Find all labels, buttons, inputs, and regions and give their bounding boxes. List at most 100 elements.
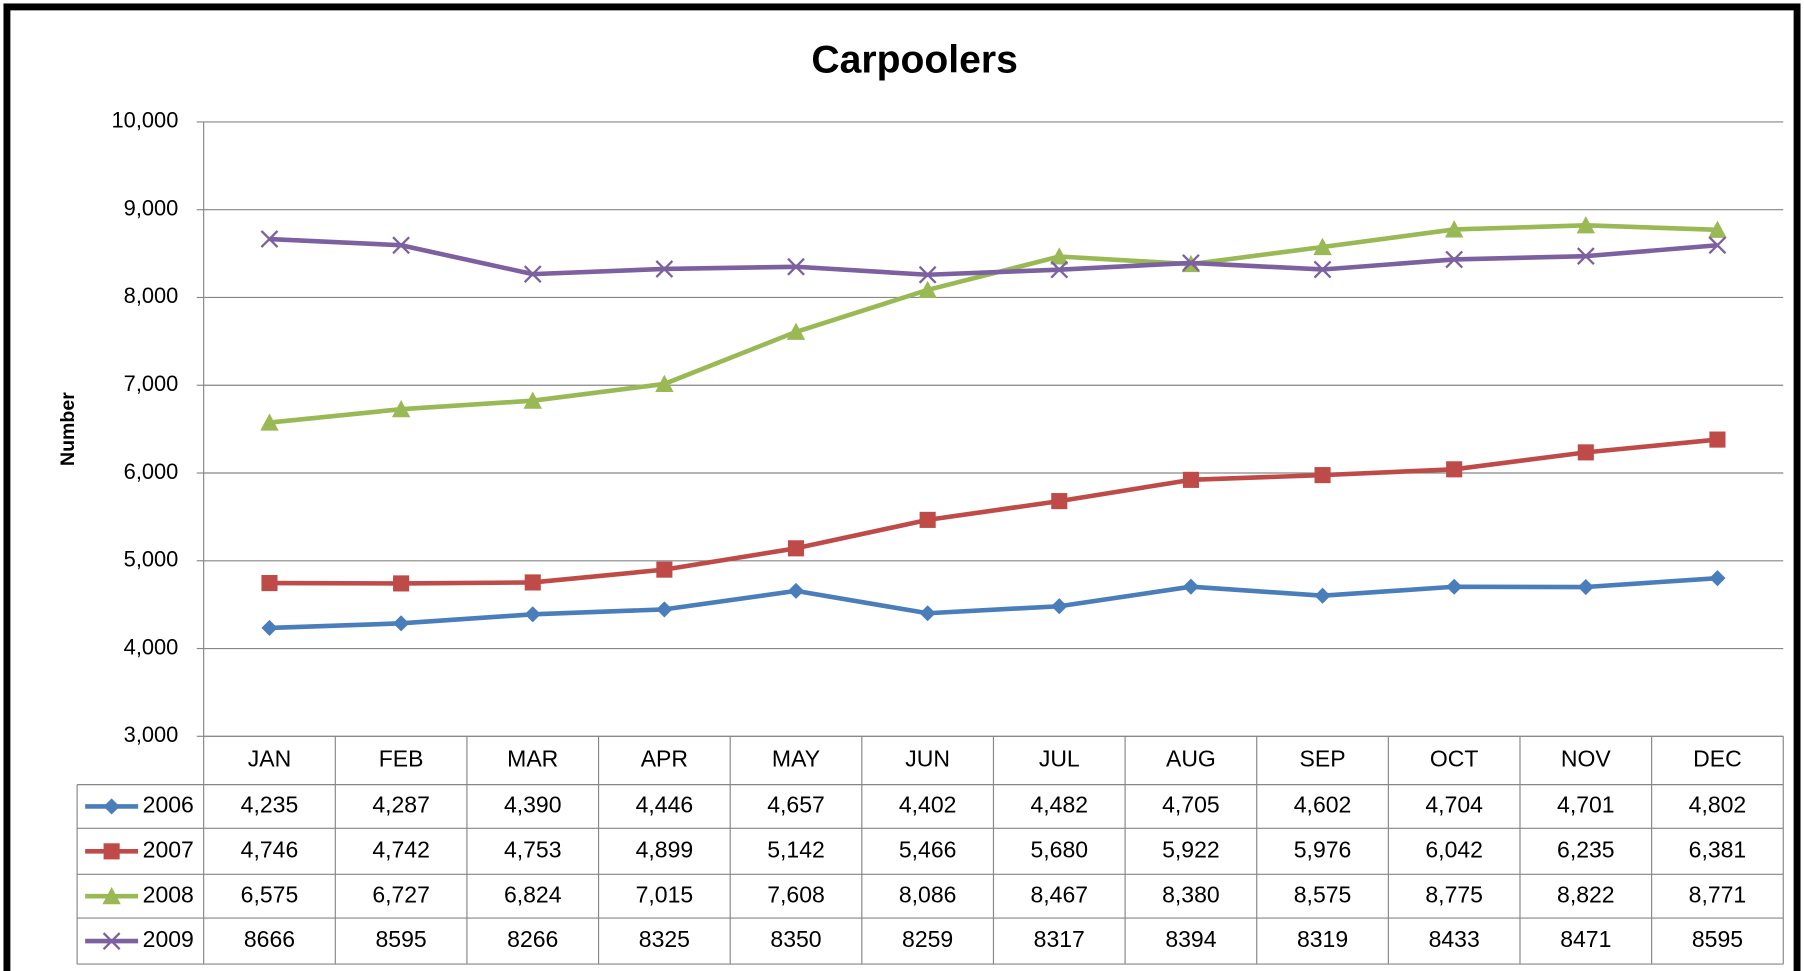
x-tick-label: APR bbox=[641, 746, 688, 772]
x-tick-label: AUG bbox=[1166, 746, 1216, 772]
table-cell: 7,015 bbox=[636, 881, 694, 907]
table-cell: 6,575 bbox=[241, 881, 299, 907]
x-tick-label: SEP bbox=[1300, 746, 1346, 772]
point bbox=[260, 230, 279, 248]
point bbox=[1708, 236, 1727, 255]
table-cell: 4,705 bbox=[1162, 792, 1220, 818]
table-cell: 4,742 bbox=[372, 836, 430, 862]
point bbox=[1051, 598, 1068, 615]
x-tick-label: NOV bbox=[1561, 746, 1611, 772]
table-cell: 5,922 bbox=[1162, 836, 1220, 862]
point bbox=[787, 540, 805, 557]
table-cell: 8666 bbox=[244, 926, 295, 952]
table-cell: 4,802 bbox=[1689, 792, 1747, 818]
legend-label: 2007 bbox=[143, 836, 194, 862]
table-cell: 8,822 bbox=[1557, 881, 1615, 907]
table-cell: 4,287 bbox=[372, 792, 430, 818]
point bbox=[260, 413, 279, 431]
table-cell: 8319 bbox=[1297, 926, 1348, 952]
point bbox=[787, 257, 805, 276]
point bbox=[523, 391, 542, 409]
point bbox=[261, 575, 278, 592]
table-cell: 6,727 bbox=[372, 881, 430, 907]
point bbox=[1446, 578, 1463, 595]
point bbox=[391, 400, 411, 418]
table-cell: 4,602 bbox=[1294, 792, 1352, 818]
point bbox=[1313, 260, 1332, 279]
y-tick-label: 4,000 bbox=[124, 634, 179, 659]
table-cell: 8595 bbox=[1692, 926, 1743, 952]
table-cell: 6,042 bbox=[1425, 836, 1483, 862]
table-cell: 4,704 bbox=[1425, 792, 1483, 818]
y-tick-label: 6,000 bbox=[124, 459, 179, 484]
table-cell: 8259 bbox=[902, 926, 953, 952]
point bbox=[393, 615, 410, 632]
legend-label: 2006 bbox=[143, 792, 194, 818]
point bbox=[1182, 578, 1199, 595]
series-line bbox=[269, 437, 1718, 586]
y-tick-label: 10,000 bbox=[112, 108, 179, 133]
table-cell: 7,608 bbox=[767, 881, 825, 907]
series-line bbox=[269, 236, 1718, 278]
chart-title: Carpoolers bbox=[811, 38, 1017, 81]
point bbox=[1445, 250, 1464, 269]
x-tick-label: DEC bbox=[1693, 746, 1742, 772]
table-cell: 8433 bbox=[1429, 926, 1480, 952]
point bbox=[919, 511, 936, 528]
legend-marker bbox=[102, 932, 121, 950]
point bbox=[918, 265, 937, 284]
table-cell: 4,402 bbox=[899, 792, 957, 818]
table-cell: 4,899 bbox=[636, 836, 694, 862]
x-tick-label: JUL bbox=[1039, 746, 1080, 772]
point bbox=[1577, 444, 1594, 461]
legend-marker bbox=[103, 843, 120, 860]
y-tick-label: 9,000 bbox=[124, 195, 179, 220]
point bbox=[1709, 570, 1726, 587]
table-cell: 8317 bbox=[1034, 926, 1085, 952]
y-tick-label: 7,000 bbox=[124, 371, 179, 396]
x-tick-label: JUN bbox=[905, 746, 950, 772]
point bbox=[919, 605, 936, 622]
frame bbox=[3, 3, 1801, 971]
table-cell: 8266 bbox=[507, 926, 558, 952]
point bbox=[1576, 247, 1595, 266]
point bbox=[261, 619, 278, 636]
point bbox=[918, 280, 937, 298]
legend-label: 2008 bbox=[143, 881, 194, 907]
point bbox=[656, 601, 673, 618]
point bbox=[1314, 467, 1331, 484]
point bbox=[786, 322, 806, 340]
table-cell: 5,466 bbox=[899, 836, 957, 862]
legend-label: 2009 bbox=[143, 926, 194, 952]
table-cell: 5,142 bbox=[767, 836, 825, 862]
point bbox=[1182, 471, 1199, 488]
point bbox=[1314, 587, 1331, 604]
x-tick-label: OCT bbox=[1430, 746, 1479, 772]
point bbox=[523, 265, 542, 284]
point bbox=[392, 236, 410, 255]
point bbox=[1313, 237, 1332, 256]
table-cell: 4,746 bbox=[241, 836, 299, 862]
table-cell: 4,482 bbox=[1030, 792, 1088, 818]
x-tick-label: MAR bbox=[507, 746, 558, 772]
table-cell: 4,235 bbox=[241, 792, 299, 818]
table-cell: 8394 bbox=[1165, 926, 1216, 952]
legend-marker bbox=[103, 798, 120, 815]
point bbox=[524, 606, 541, 623]
point bbox=[524, 574, 541, 591]
table-cell: 8,771 bbox=[1689, 881, 1747, 907]
table-cell: 4,390 bbox=[504, 792, 562, 818]
point bbox=[656, 561, 673, 578]
table-cell: 8,775 bbox=[1425, 881, 1483, 907]
table-cell: 5,976 bbox=[1294, 836, 1352, 862]
point bbox=[1576, 216, 1596, 234]
point bbox=[655, 374, 674, 392]
table-cell: 4,701 bbox=[1557, 792, 1615, 818]
table-cell: 8595 bbox=[376, 926, 427, 952]
x-tick-label: JAN bbox=[248, 746, 291, 772]
table-cell: 8325 bbox=[639, 926, 690, 952]
table-cell: 8,467 bbox=[1030, 881, 1088, 907]
point bbox=[1050, 247, 1069, 265]
point bbox=[1709, 431, 1726, 448]
